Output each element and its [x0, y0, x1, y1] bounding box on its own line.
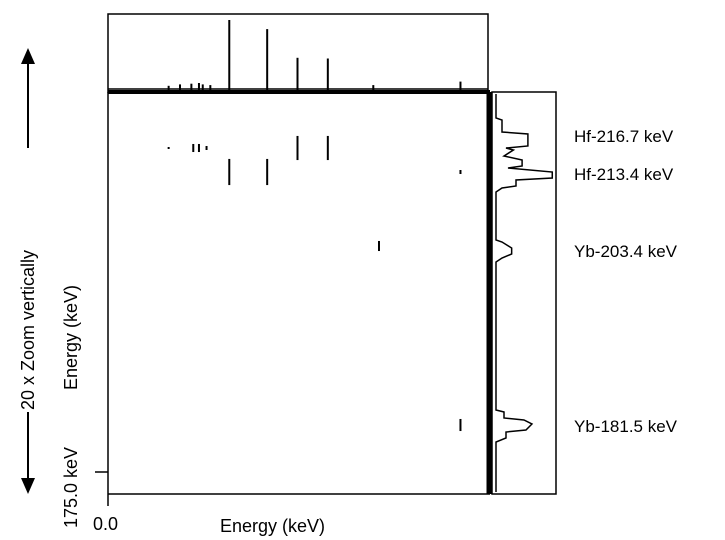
- x-axis-label: Energy (keV): [220, 516, 325, 536]
- matrix-panel: [95, 90, 492, 506]
- peak-label-yb-181: Yb-181.5 keV: [574, 417, 678, 436]
- coincidence-marks: [167, 135, 462, 432]
- peak-label-hf-213: Hf-213.4 keV: [574, 165, 674, 184]
- peak-label-yb-203: Yb-203.4 keV: [574, 242, 678, 261]
- right-projection-frame: [491, 91, 557, 495]
- y-axis-label: Energy (keV): [61, 285, 81, 390]
- zoom-annotation: 20 x Zoom vertically: [18, 48, 38, 494]
- top-projection-peaks: [108, 20, 488, 90]
- arrow-up-icon: [21, 48, 35, 64]
- x-tick-label: 0.0: [93, 514, 118, 534]
- right-projection-panel: [491, 91, 557, 495]
- top-projection-panel: [107, 13, 489, 93]
- zoom-note: 20 x Zoom vertically: [18, 250, 38, 410]
- arrow-down-icon: [21, 478, 35, 494]
- peak-label-hf-216: Hf-216.7 keV: [574, 127, 674, 146]
- y-tick-label: 175.0 keV: [61, 447, 81, 528]
- right-projection-profile: [495, 94, 554, 492]
